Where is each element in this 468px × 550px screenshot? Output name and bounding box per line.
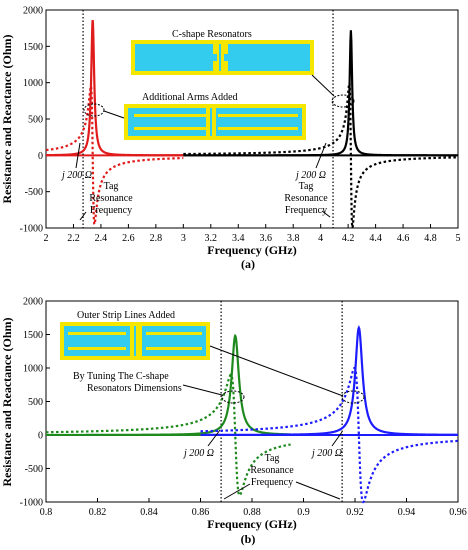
c-shape-resonator-picture <box>131 40 314 75</box>
circle-marker-green <box>221 390 245 404</box>
tag-label-right-line3: Frequency <box>285 205 327 216</box>
arrow-c-shape-to-black <box>311 74 335 97</box>
annotation-c-shape: C-shape Resonators <box>172 29 252 40</box>
y-tick-label: 0 <box>38 151 43 162</box>
pointer-j200-right-a <box>315 142 327 169</box>
x-tick-label: 3.6 <box>259 233 272 244</box>
pointer-j200-left-b <box>207 429 221 447</box>
x-tick-label: 2 <box>44 233 49 244</box>
x-tick-label: 0.94 <box>398 507 416 518</box>
y-tick-label: 1500 <box>23 330 43 341</box>
y-tick-label: 1000 <box>23 364 43 375</box>
additional-arms-picture <box>124 104 306 140</box>
annotation-tuning-line2: Resonators Dimensions <box>87 383 182 394</box>
y-tick-label: -1000 <box>20 498 43 509</box>
x-tick-label: 0.86 <box>192 507 210 518</box>
reactance-curve <box>183 82 459 229</box>
x-tick-label: 0.88 <box>243 507 261 518</box>
y-tick-label: 500 <box>28 115 43 126</box>
axes-b: 0.8 0.82 0.84 0.86 0.88 0.9 0.92 0.94 0.96 -1000 -… <box>20 297 467 519</box>
x-tick-label: 4.2 <box>342 233 355 244</box>
tag-label-right-line1: Tag <box>299 181 314 192</box>
annotation-j200-left-a: j 200 Ω <box>60 170 92 181</box>
y-tick-label: 2000 <box>23 6 43 17</box>
y-tick-label: 500 <box>28 397 43 408</box>
arrow-outer-to-blue <box>209 345 344 397</box>
vlines-a <box>82 10 334 228</box>
panel-label-b: (b) <box>241 532 256 546</box>
x-tick-label: 2.8 <box>150 233 163 244</box>
x-tick-label: 0.92 <box>346 507 364 518</box>
reactance-curve <box>45 83 184 227</box>
y-axis-label-a: Resistance and Reactance (Ohm) <box>0 35 14 204</box>
tag-label-left-line3: Frequency <box>90 205 132 216</box>
x-tick-label: 0.96 <box>449 507 467 518</box>
y-tick-label: 2000 <box>23 297 43 308</box>
reactance-curve <box>200 366 459 504</box>
y-tick-label: -1000 <box>20 224 43 235</box>
x-tick-label: 0.8 <box>40 507 53 518</box>
arrow-tuning-to-green <box>182 384 223 396</box>
y-tick-label: -500 <box>25 187 43 198</box>
x-tick-label: 3.2 <box>205 233 218 244</box>
x-tick-label: 2.6 <box>122 233 135 244</box>
x-tick-label: 5 <box>456 233 461 244</box>
tag-label-right-line2: Resonance <box>284 193 328 204</box>
x-tick-label: 4 <box>318 233 323 244</box>
x-tick-label: 0.82 <box>89 507 107 518</box>
panel-label-a: (a) <box>241 257 255 271</box>
y-tick-label: 1500 <box>23 42 43 53</box>
pointer-j200-right-b <box>331 431 343 447</box>
circle-marker-red <box>83 103 105 117</box>
axes-a: 2 2.2 2.4 2.6 2.8 3 3.2 3.4 3.6 3.8 4 4.2 4.4 4.6 4.8 5… <box>20 6 461 245</box>
tag-label-b-line1: Tag <box>265 453 280 464</box>
x-tick-label: 4.4 <box>369 233 382 244</box>
resistance-curve <box>46 333 291 437</box>
x-tick-label: 3.8 <box>287 233 300 244</box>
x-tick-label: 3.4 <box>232 233 245 244</box>
resistance-curve <box>200 324 458 437</box>
pointer-tag-right <box>321 210 331 218</box>
circle-marker-blue <box>341 390 365 404</box>
panel-b: 0.8 0.82 0.84 0.86 0.88 0.9 0.92 0.94 0.96 -1000 -… <box>0 297 467 547</box>
annotation-additional-arms: Additional Arms Added <box>142 92 238 103</box>
x-tick-label: 4.6 <box>397 233 410 244</box>
resistance-curve <box>45 20 184 157</box>
x-tick-label: 4.8 <box>424 233 437 244</box>
pointer-tag-b-left <box>223 483 251 500</box>
x-axis-label-b: Frequency (GHz) <box>207 517 296 531</box>
tag-label-b-line2: Resonance <box>250 465 294 476</box>
annotation-outer-strip: Outer Strip Lines Added <box>77 310 175 321</box>
circle-marker-black <box>331 94 355 108</box>
x-tick-label: 2.2 <box>67 233 80 244</box>
y-tick-label: 1000 <box>23 78 43 89</box>
pointer-tag-left <box>79 211 87 221</box>
curves-b <box>46 324 459 504</box>
tag-label-left-line2: Resonance <box>89 193 133 204</box>
arrow-arms-to-red <box>103 110 125 119</box>
y-axis-label-b: Resistance and Reactance (Ohm) <box>0 318 14 487</box>
annotation-j200-right-a: j 200 Ω <box>294 170 326 181</box>
y-tick-label: -500 <box>25 464 43 475</box>
annotation-j200-right-b: j 200 Ω <box>310 448 342 459</box>
x-axis-label-a: Frequency (GHz) <box>207 243 296 257</box>
reactance-curve <box>46 373 291 497</box>
x-tick-label: 2.4 <box>95 233 108 244</box>
x-tick-label: 0.84 <box>140 507 158 518</box>
tag-label-left-line1: Tag <box>104 181 119 192</box>
tag-label-b-line3: Frequency <box>251 477 293 488</box>
annotation-j200-left-b: j 200 Ω <box>182 448 214 459</box>
x-tick-label: 3 <box>181 233 186 244</box>
y-tick-label: 0 <box>38 431 43 442</box>
x-tick-label: 0.9 <box>297 507 310 518</box>
pointer-j200-left-a <box>75 142 81 169</box>
annotation-tuning-line1: By Tuning The C-shape <box>73 371 169 382</box>
outer-strip-resonator-picture <box>60 322 210 360</box>
pointer-tag-b-right <box>295 481 341 500</box>
panel-a: 2 2.2 2.4 2.6 2.8 3 3.2 3.4 3.6 3.8 4 4.2 4.4 4.6 4.8 5… <box>0 6 461 272</box>
